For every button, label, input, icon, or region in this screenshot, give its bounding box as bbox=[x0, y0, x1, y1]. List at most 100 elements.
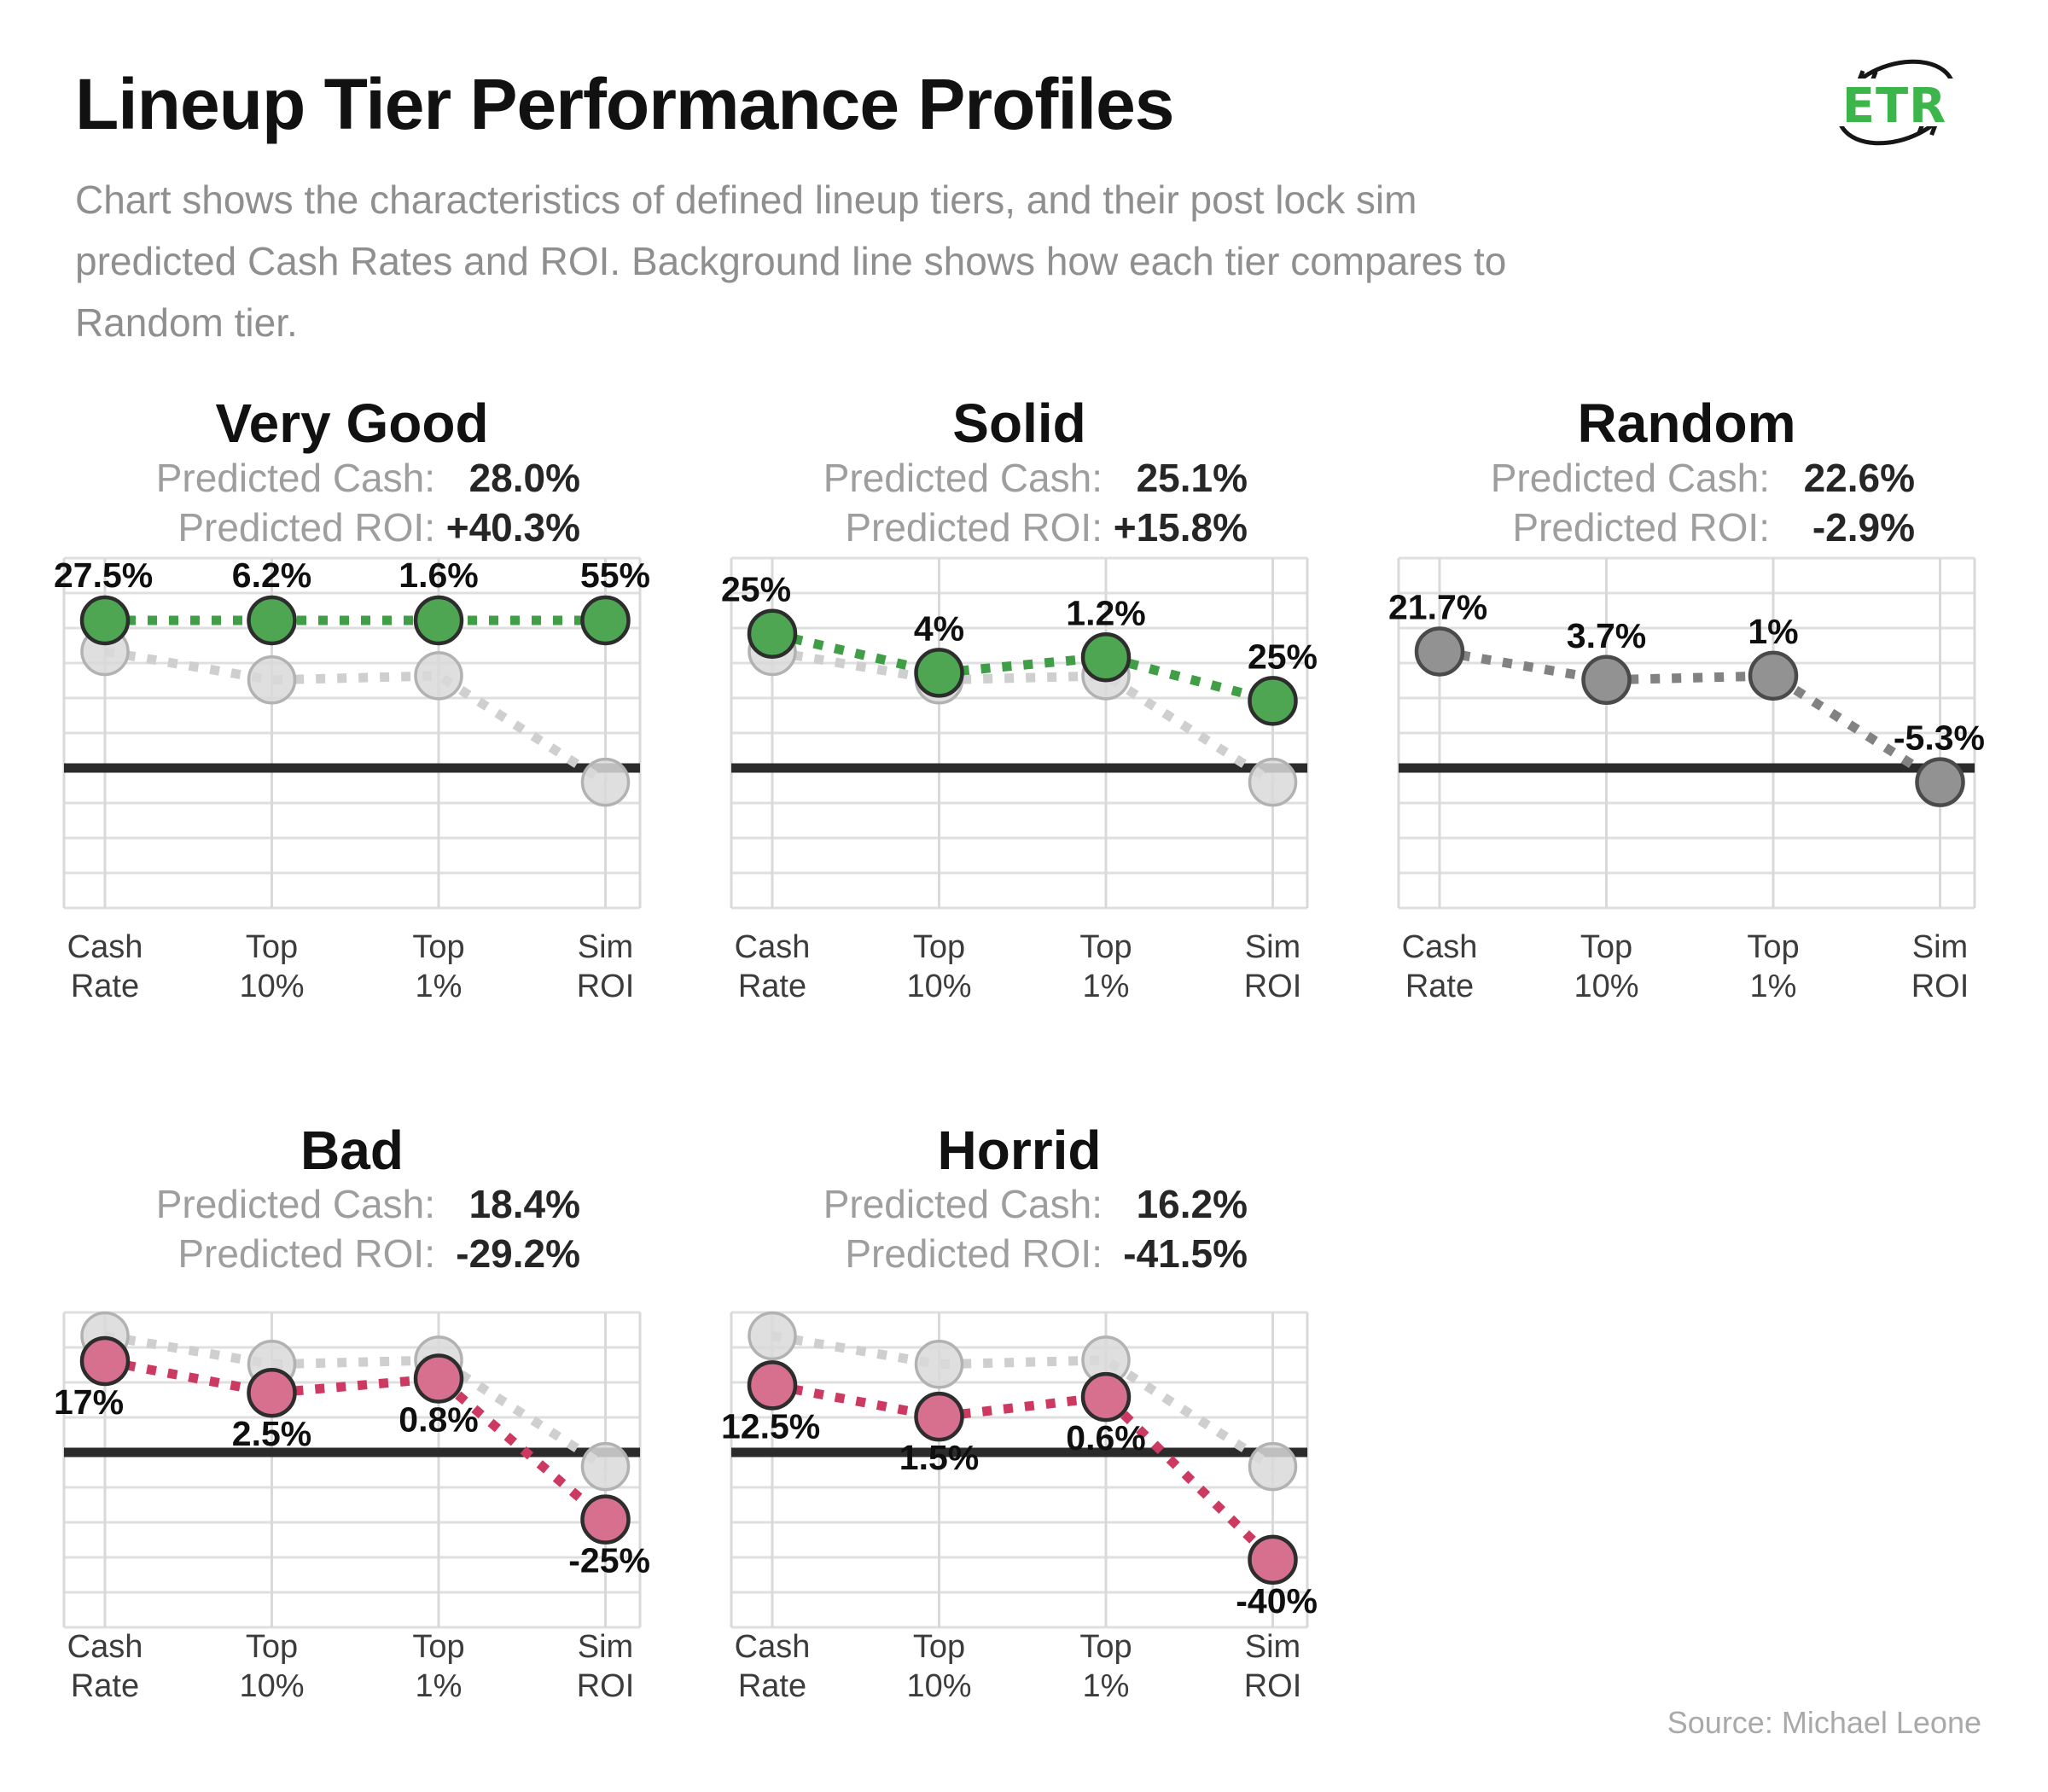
tier-point bbox=[580, 595, 631, 646]
point-label: 12.5% bbox=[721, 1406, 820, 1446]
baseline-random-line bbox=[1439, 647, 1943, 787]
tier-stats-very-good: Predicted Cash: 28.0% Predicted ROI: +40… bbox=[64, 453, 640, 552]
tier-line bbox=[771, 629, 1274, 706]
point-label: 1.2% bbox=[1066, 593, 1145, 632]
tier-point bbox=[1248, 1534, 1298, 1585]
point-label: 0.8% bbox=[399, 1400, 478, 1440]
predicted-cash-value: 16.2% bbox=[1136, 1182, 1248, 1226]
axis-label: Rate bbox=[1405, 969, 1474, 1004]
page-subtitle: Chart shows the characteristics of defin… bbox=[75, 169, 1506, 353]
predicted-cash-label: Predicted Cash: bbox=[1490, 456, 1770, 500]
axis-label: Rate bbox=[738, 969, 806, 1004]
predicted-roi-row: Predicted ROI: -29.2% bbox=[64, 1229, 640, 1278]
baseline-random-point bbox=[580, 1441, 631, 1492]
tier-chart-bad: 17% 2.5% 0.8% -25% Cash Rate Top 10% Top 1% Sim ROI bbox=[38, 1287, 666, 1719]
point-label: 25% bbox=[721, 570, 791, 609]
predicted-roi-label: Predicted ROI: bbox=[1512, 505, 1770, 550]
axis-label: 10% bbox=[906, 969, 971, 1004]
tier-chart-svg: 12.5%1.5%0.6%-40%CashRateTop10%Top1%SimR… bbox=[721, 1311, 1318, 1704]
tier-stats-bad: Predicted Cash: 18.4% Predicted ROI: -29… bbox=[64, 1179, 640, 1278]
football-icon: ETR bbox=[1824, 59, 1968, 146]
predicted-roi-label: Predicted ROI: bbox=[177, 505, 435, 550]
axis-label: Top bbox=[1580, 929, 1632, 965]
predicted-roi-label: Predicted ROI: bbox=[177, 1231, 435, 1276]
point-label: 17% bbox=[54, 1382, 124, 1422]
predicted-cash-label: Predicted Cash: bbox=[823, 1182, 1103, 1226]
predicted-roi-label: Predicted ROI: bbox=[845, 1231, 1103, 1276]
baseline-random-line bbox=[771, 1331, 1276, 1471]
axis-label: ROI bbox=[1244, 1668, 1302, 1704]
tier-point bbox=[747, 1360, 798, 1411]
predicted-roi-label: Predicted ROI: bbox=[845, 505, 1103, 550]
axis-label: Top bbox=[412, 1629, 464, 1665]
tier-chart-very-good: 27.5% 6.2% 1.6% 55% Cash Rate Top 10% Top 1% Sim RO… bbox=[38, 532, 666, 1020]
tier-point bbox=[79, 595, 131, 646]
axis-label: 1% bbox=[1083, 1668, 1130, 1704]
axis-label: 10% bbox=[239, 1668, 304, 1704]
point-label: 21.7% bbox=[1388, 587, 1487, 626]
baseline-random-point bbox=[247, 655, 297, 705]
axis-label: Sim bbox=[578, 929, 633, 965]
axis-label: 1% bbox=[416, 1668, 463, 1704]
tier-point bbox=[79, 1335, 131, 1387]
baseline-random-point bbox=[1248, 757, 1298, 807]
predicted-cash-value: 28.0% bbox=[468, 456, 580, 500]
tier-point bbox=[580, 1494, 631, 1545]
tier-stats-solid: Predicted Cash: 25.1% Predicted ROI: +15… bbox=[731, 453, 1307, 552]
predicted-cash-label: Predicted Cash: bbox=[823, 456, 1103, 500]
logo-text: ETR bbox=[1842, 79, 1947, 134]
axis-label: 10% bbox=[906, 1668, 971, 1704]
tier-point bbox=[1080, 632, 1132, 683]
axis-label: Top bbox=[412, 929, 464, 965]
axis-label: Rate bbox=[738, 1668, 806, 1704]
tier-point bbox=[413, 1353, 464, 1404]
axis-label: Rate bbox=[71, 969, 139, 1004]
baseline-random-point bbox=[914, 1340, 964, 1389]
baseline-random-point bbox=[1248, 1441, 1298, 1492]
tier-point bbox=[1748, 650, 1799, 701]
source-credit: Source: Michael Leone bbox=[1667, 1705, 1981, 1740]
axis-label: ROI bbox=[577, 969, 635, 1004]
axis-label: 10% bbox=[1574, 969, 1638, 1004]
predicted-roi-value: -2.9% bbox=[1812, 505, 1915, 550]
axis-label: Cash bbox=[1402, 929, 1478, 965]
predicted-roi-value: +15.8% bbox=[1113, 505, 1248, 550]
etr-football-logo: ETR bbox=[1824, 41, 1968, 169]
tier-point bbox=[247, 595, 297, 646]
tier-title-solid: Solid bbox=[952, 393, 1086, 454]
axis-label: ROI bbox=[1244, 969, 1302, 1004]
subtitle-line-2: predicted Cash Rates and ROI. Background… bbox=[75, 239, 1507, 283]
axis-label: 1% bbox=[416, 969, 463, 1004]
tier-point bbox=[247, 1367, 297, 1418]
subtitle-line-1: Chart shows the characteristics of defin… bbox=[75, 177, 1417, 222]
point-label: 0.6% bbox=[1066, 1418, 1145, 1457]
predicted-cash-row: Predicted Cash: 28.0% bbox=[64, 453, 640, 503]
predicted-cash-row: Predicted Cash: 25.1% bbox=[731, 453, 1307, 503]
baseline-random-point bbox=[580, 757, 631, 807]
axis-label: Cash bbox=[735, 929, 811, 965]
axis-label: Top bbox=[246, 929, 298, 965]
tier-title-random: Random bbox=[1577, 393, 1796, 454]
axis-label: Sim bbox=[1245, 1629, 1300, 1665]
point-label: 4% bbox=[914, 608, 964, 648]
axis-label: 1% bbox=[1083, 969, 1130, 1004]
predicted-roi-row: Predicted ROI: -2.9% bbox=[1399, 503, 1975, 552]
point-label: -25% bbox=[568, 1541, 650, 1580]
point-label: 55% bbox=[580, 556, 650, 595]
axis-label: Sim bbox=[578, 1629, 633, 1665]
baseline-random-line bbox=[771, 647, 1276, 787]
axis-label: Rate bbox=[71, 1668, 139, 1704]
axis-label: Cash bbox=[735, 1629, 811, 1665]
tier-point bbox=[914, 648, 964, 698]
tier-line bbox=[771, 1380, 1277, 1563]
tier-chart-svg: 25% 4% 1.2% 25% Cash Rate Top 10% Top 1% Sim ROI bbox=[721, 556, 1318, 1004]
axis-label: Top bbox=[1079, 929, 1132, 965]
tier-stats-random: Predicted Cash: 22.6% Predicted ROI: -2.… bbox=[1399, 453, 1975, 552]
axis-label: 1% bbox=[1750, 969, 1797, 1004]
tier-title-bad: Bad bbox=[300, 1120, 404, 1181]
predicted-cash-row: Predicted Cash: 22.6% bbox=[1399, 453, 1975, 503]
tier-chart-svg: 21.7% 3.7% 1% -5.3% Cash Rate Top 10% Top 1% Sim RO… bbox=[1388, 556, 1985, 1004]
tier-point bbox=[1915, 757, 1965, 807]
